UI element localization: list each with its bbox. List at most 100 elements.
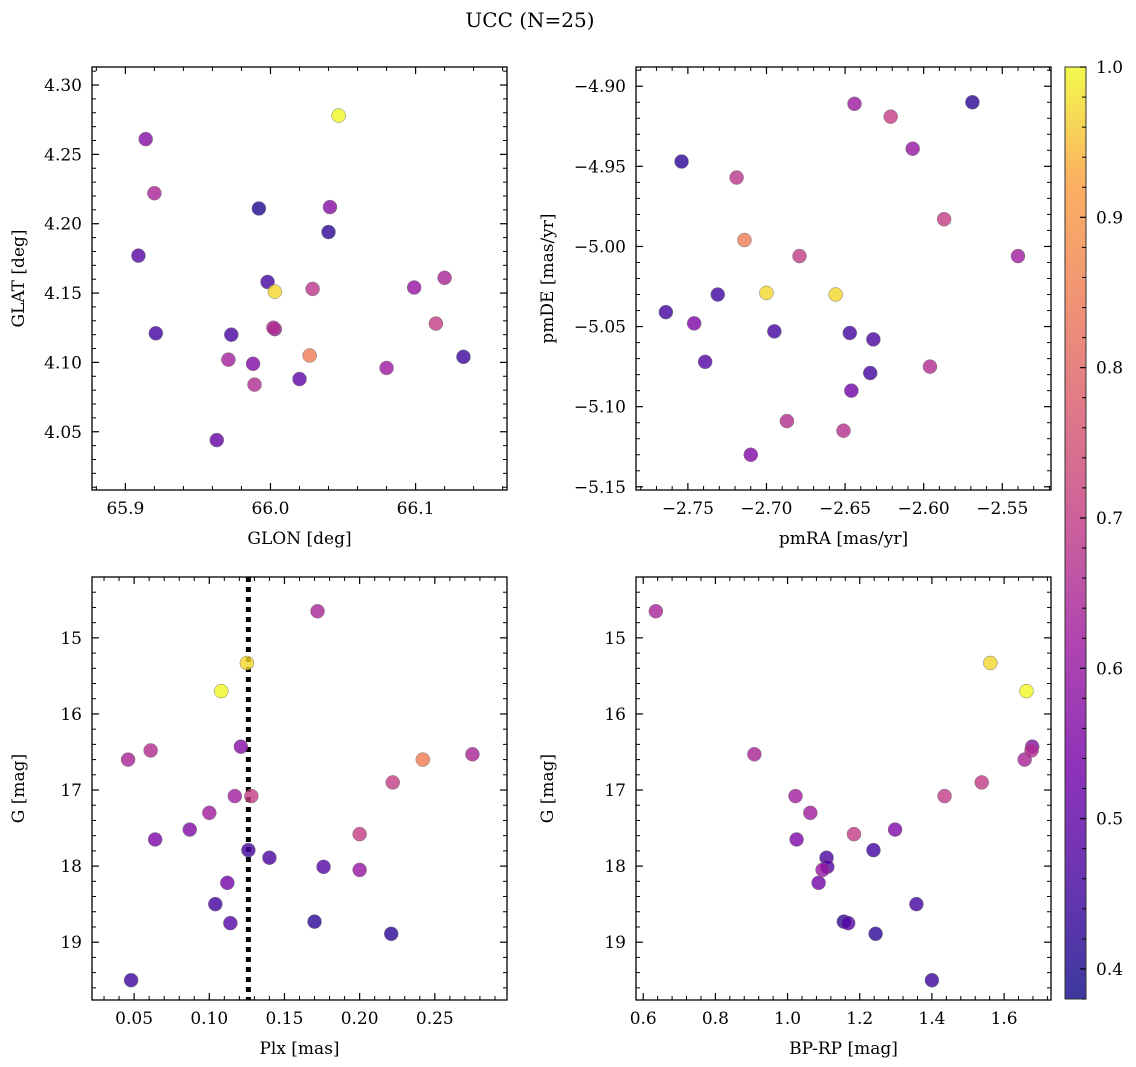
data-point xyxy=(385,775,400,790)
x-tick-label: −2.70 xyxy=(740,499,792,519)
data-point xyxy=(131,248,146,263)
y-tick-label: 17 xyxy=(604,781,626,801)
x-tick-label: −2.75 xyxy=(662,499,714,519)
data-point xyxy=(316,859,331,875)
data-point xyxy=(1010,248,1026,264)
y-tick-label: −5.10 xyxy=(574,398,626,418)
data-point xyxy=(266,320,281,335)
data-point xyxy=(428,316,444,331)
x-tick-label: 66.0 xyxy=(252,499,290,519)
data-point xyxy=(241,842,256,858)
data-point xyxy=(456,349,471,365)
data-point xyxy=(302,348,317,363)
data-point xyxy=(866,842,881,858)
data-point xyxy=(658,304,674,320)
data-point xyxy=(310,603,325,619)
data-point xyxy=(792,248,807,264)
y-tick-label: 16 xyxy=(60,705,82,725)
x-tick-label: 1.2 xyxy=(846,1009,873,1029)
data-point xyxy=(866,332,881,347)
colorbar: 0.4 0.5 0.6 0.7 0.8 0.9 1.0 xyxy=(1064,58,1123,1000)
panel-1: 65.9 66.0 66.1 4.05 4.10 4.15 4.20 4.25 4.30 GLON… xyxy=(9,66,508,549)
data-point xyxy=(936,211,952,227)
data-point xyxy=(147,185,162,201)
data-point xyxy=(224,327,239,342)
data-point xyxy=(267,284,283,299)
x-tick-label: 1.6 xyxy=(991,1009,1018,1029)
x-tick-label: 1.0 xyxy=(774,1009,801,1029)
data-point xyxy=(840,915,856,931)
data-point xyxy=(905,141,920,156)
x-axis-label: GLON [deg] xyxy=(247,529,351,549)
data-point xyxy=(842,325,858,341)
data-point xyxy=(148,326,164,341)
data-point xyxy=(251,201,267,216)
data-point xyxy=(214,683,229,699)
x-axis-label: pmRA [mas/yr] xyxy=(779,529,908,549)
y-tick-label: 4.10 xyxy=(44,353,82,373)
data-point xyxy=(922,359,938,374)
data-point xyxy=(815,862,830,878)
data-point xyxy=(202,805,217,821)
data-point xyxy=(292,371,307,387)
x-tick-label: −2.65 xyxy=(819,499,871,519)
data-point xyxy=(1019,683,1034,699)
x-tick-label: 0.20 xyxy=(341,1009,379,1029)
x-tick-label: 1.4 xyxy=(918,1009,945,1029)
y-axis-label: GLAT [deg] xyxy=(9,229,29,327)
data-point xyxy=(697,354,713,370)
colorbar-tick-label: 0.7 xyxy=(1096,509,1123,529)
data-point xyxy=(965,95,980,110)
colorbar-tick-label: 0.4 xyxy=(1096,960,1123,980)
data-point xyxy=(779,413,795,429)
data-point xyxy=(123,972,139,988)
y-axis-label: pmDE [mas/yr] xyxy=(538,213,558,343)
x-tick-label: 65.9 xyxy=(106,499,144,519)
data-point xyxy=(1024,743,1039,758)
y-tick-label: 17 xyxy=(60,781,82,801)
x-tick-label: 0.6 xyxy=(630,1009,657,1029)
x-tick-label: 0.05 xyxy=(115,1009,153,1029)
data-point xyxy=(262,850,277,865)
y-tick-label: 18 xyxy=(60,857,82,877)
data-point xyxy=(465,747,480,762)
data-point xyxy=(209,432,225,448)
data-point xyxy=(138,131,153,147)
data-point xyxy=(383,926,399,942)
data-point xyxy=(759,285,774,301)
data-point xyxy=(847,96,862,112)
data-point xyxy=(836,423,851,438)
colorbar-tick-label: 0.8 xyxy=(1096,359,1123,379)
colorbar-tick-label: 0.9 xyxy=(1096,208,1123,228)
data-point xyxy=(844,383,859,398)
data-point xyxy=(811,875,826,891)
colorbar-tick-label: 0.5 xyxy=(1096,810,1123,830)
y-tick-label: 4.30 xyxy=(44,76,82,96)
x-axis-label: BP-RP [mag] xyxy=(789,1039,898,1059)
y-tick-label: 4.25 xyxy=(44,145,82,165)
y-tick-label: 15 xyxy=(60,629,82,649)
data-point xyxy=(208,896,223,912)
x-tick-label: 0.15 xyxy=(266,1009,304,1029)
data-point xyxy=(221,352,236,367)
data-point xyxy=(686,316,702,331)
data-point xyxy=(767,324,782,339)
data-point xyxy=(182,822,197,837)
y-axis-label: G [mag] xyxy=(538,754,558,823)
data-point xyxy=(220,875,235,891)
y-tick-label: 4.15 xyxy=(44,284,82,304)
data-point xyxy=(868,926,883,942)
data-point xyxy=(862,365,878,381)
data-point xyxy=(747,747,762,762)
data-point xyxy=(322,199,338,215)
y-tick-label: −5.00 xyxy=(574,237,626,257)
data-point xyxy=(974,775,989,790)
data-point xyxy=(788,788,803,804)
plot-frame xyxy=(635,576,1052,1001)
colorbar-tick-label: 1.0 xyxy=(1096,58,1123,78)
data-point xyxy=(710,287,725,302)
data-point xyxy=(352,826,367,842)
data-point xyxy=(743,447,759,462)
data-point xyxy=(143,743,158,758)
data-point xyxy=(983,655,998,671)
